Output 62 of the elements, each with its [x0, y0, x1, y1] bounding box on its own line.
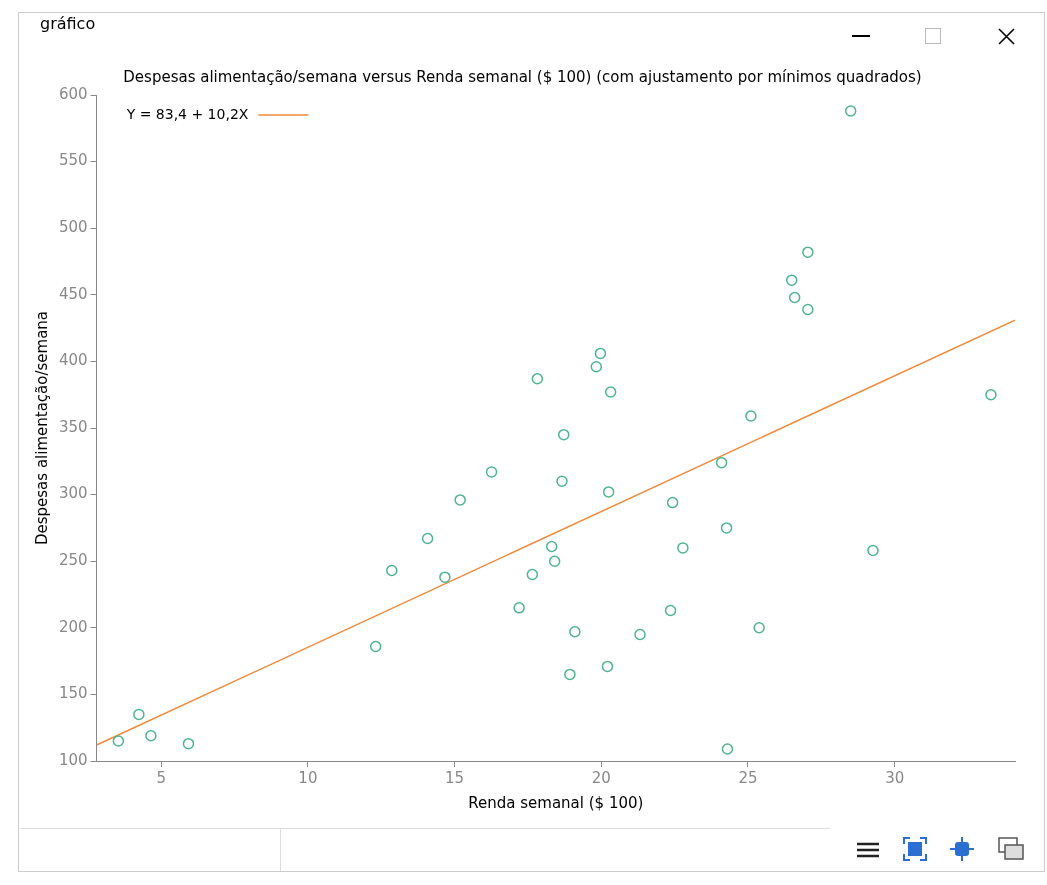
point	[556, 475, 568, 488]
point	[785, 274, 798, 286]
x-tick-label: 15	[445, 768, 465, 787]
y-tick-label: 300	[58, 484, 88, 503]
point	[485, 466, 498, 478]
point	[677, 542, 689, 554]
point	[182, 737, 195, 750]
point	[715, 456, 728, 469]
y-tick-label: 250	[58, 551, 88, 570]
point	[788, 291, 801, 304]
point	[557, 428, 570, 441]
y-tick-label: 200	[58, 617, 88, 636]
point	[439, 571, 451, 583]
point	[602, 486, 615, 498]
point	[133, 708, 145, 721]
y-tick-label: 150	[58, 684, 88, 703]
y-tick-label: 350	[58, 417, 88, 436]
x-tick-label: 5	[156, 768, 166, 787]
point	[844, 105, 857, 117]
point	[526, 568, 539, 581]
point	[369, 640, 382, 653]
point	[753, 622, 765, 634]
point	[666, 496, 679, 509]
point	[590, 360, 603, 373]
point	[664, 604, 677, 617]
point	[569, 626, 581, 638]
y-axis-title: Despesas alimentação/semana	[32, 310, 51, 546]
point	[112, 735, 125, 747]
point	[386, 564, 398, 577]
y-tick-label: 500	[58, 218, 88, 237]
point	[564, 668, 576, 681]
point	[594, 347, 607, 360]
y-tick-label: 100	[58, 750, 88, 769]
point	[545, 540, 558, 553]
point	[802, 303, 814, 316]
point	[720, 522, 733, 534]
y-tick-label: 450	[58, 284, 88, 303]
point	[513, 602, 525, 614]
x-tick-label: 30	[885, 768, 905, 787]
point	[802, 246, 814, 258]
chart-title: Despesas alimentação/semana versus Renda semanal ($ 100) (com ajustamento por mínimos quadrados)	[123, 67, 922, 86]
point	[721, 743, 734, 755]
point	[601, 660, 614, 673]
point	[421, 532, 434, 545]
point	[604, 386, 617, 398]
text: gráfico	[40, 14, 96, 33]
point	[531, 372, 544, 385]
x-tick-label: 10	[298, 768, 318, 787]
point	[454, 494, 466, 506]
point	[745, 410, 757, 422]
x-tick-label: 20	[591, 768, 611, 787]
y-tick-label: 550	[58, 151, 88, 170]
point	[985, 388, 997, 401]
point	[145, 729, 157, 742]
point	[634, 628, 646, 641]
x-tick-label: 25	[738, 768, 758, 787]
x-axis-title: Renda semanal ($ 100)	[468, 793, 644, 812]
y-tick-label: 600	[58, 84, 88, 103]
point	[867, 544, 879, 557]
legend-label: Y = 83,4 + 10,2X	[125, 105, 249, 122]
point	[548, 555, 561, 567]
y-tick-label: 400	[58, 351, 88, 370]
